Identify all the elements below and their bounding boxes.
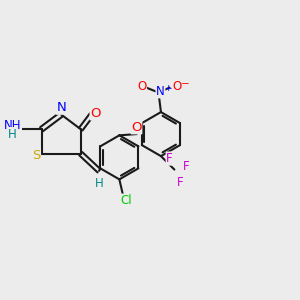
Text: F: F xyxy=(183,160,190,173)
Text: H: H xyxy=(8,128,17,141)
Text: F: F xyxy=(177,176,184,189)
Text: N: N xyxy=(156,85,165,98)
Text: +: + xyxy=(164,84,172,93)
Text: N: N xyxy=(56,101,66,114)
Text: O: O xyxy=(172,80,182,93)
Text: Cl: Cl xyxy=(120,194,132,207)
Text: S: S xyxy=(32,149,41,162)
Text: F: F xyxy=(166,152,173,165)
Text: O: O xyxy=(137,80,146,93)
Text: O: O xyxy=(90,107,101,120)
Text: NH: NH xyxy=(4,119,22,132)
Text: H: H xyxy=(95,176,103,190)
Text: −: − xyxy=(181,79,190,89)
Text: O: O xyxy=(131,121,142,134)
